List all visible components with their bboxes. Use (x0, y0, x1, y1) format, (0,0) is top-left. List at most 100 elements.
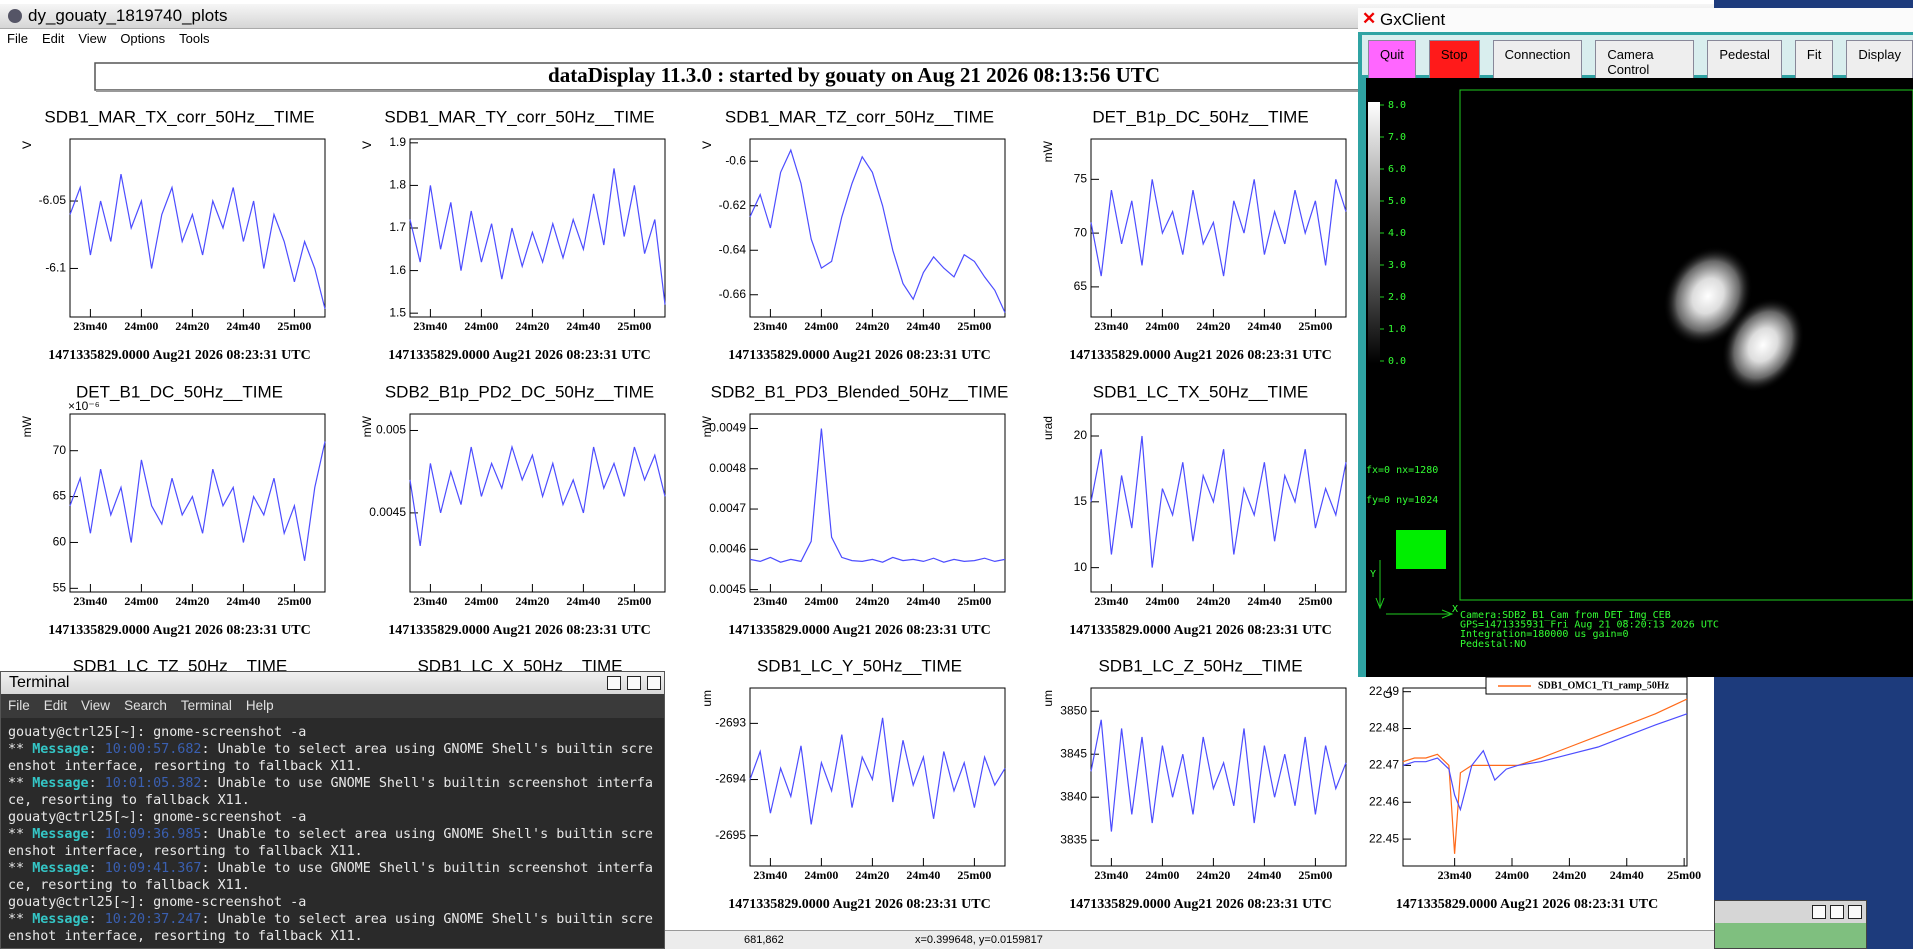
plot-timestamp: 1471335829.0000 Aug21 2026 08:23:31 UTC (728, 897, 991, 912)
terminal-text: Message (32, 742, 89, 757)
x-tick-label: 24m00 (1495, 868, 1529, 882)
y-axis-label: C (1381, 690, 1395, 699)
x-tick-label: 25m00 (1298, 594, 1332, 608)
terminal-line: enshot interface, resorting to fallback … (8, 759, 363, 774)
menu-item[interactable]: Options (120, 31, 166, 46)
x-tick-label: 24m20 (855, 594, 889, 608)
minimize-button[interactable] (607, 676, 621, 690)
y-axis-label: urad (1041, 416, 1055, 440)
terminal-text: ** (8, 912, 33, 927)
menu-item[interactable]: View (81, 698, 111, 713)
plot-title: SDB1_MAR_TZ_corr_50Hz__TIME (725, 107, 994, 126)
x-tick-label: 23m40 (1094, 319, 1128, 333)
plot-frame (69, 138, 326, 318)
data-line (749, 717, 1006, 825)
x-tick-label: 23m40 (73, 594, 107, 608)
plot-timestamp: 1471335829.0000 Aug21 2026 08:23:31 UTC (48, 623, 311, 638)
menu-item[interactable]: Edit (41, 31, 65, 46)
status-bar: 681,862 x=0.399648, y=0.0159817 (665, 930, 1714, 949)
menu-item[interactable]: Tools (179, 31, 210, 46)
data-line (1090, 719, 1347, 832)
y-tick-label: -6.1 (45, 261, 66, 275)
y-tick-label: 1.6 (389, 263, 406, 277)
plot: SDB2_B1p_PD2_DC_50Hz__TIME mW 0.0045 0.005 2… (360, 382, 666, 638)
camera-info: Integration=180000 us gain=0 (1460, 629, 1629, 640)
y-tick-label: 0.0045 (709, 582, 746, 596)
x-tick-label: 23m40 (1094, 868, 1128, 882)
y-tick-label: 0.0047 (709, 501, 746, 515)
menu-item[interactable]: File (8, 698, 30, 713)
terminal-text: : (88, 912, 105, 927)
y-tick-label: 65 (53, 489, 67, 503)
y-tick-label: 65 (1074, 279, 1088, 293)
colorbar-label: 4.0 (1388, 228, 1406, 239)
plot-title: SDB1_MAR_TX_corr_50Hz__TIME (44, 107, 314, 126)
y-tick-label: 70 (1074, 225, 1088, 239)
menu-item[interactable]: Search (124, 698, 167, 713)
menu-item[interactable]: File (7, 31, 28, 46)
menu-item[interactable]: Edit (43, 698, 68, 713)
y-tick-label: -6.05 (39, 193, 67, 207)
menu-bar: File Edit View Options Tools (0, 29, 216, 49)
colorbar (1368, 102, 1380, 364)
y-tick-label: -2695 (715, 828, 746, 842)
terminal-text: 10:20:37.247 (104, 912, 202, 927)
maximize-button[interactable] (1830, 905, 1844, 919)
gxclient-window: GxClient ✕ Quit Stop Connection Camera Cont… (1358, 8, 1913, 677)
y-tick-label: 3845 (1060, 746, 1087, 760)
y-tick-label: 22.46 (1369, 794, 1399, 808)
plot-title: SDB1_LC_Z_50Hz__TIME (1098, 656, 1302, 675)
x-tick-label: 24m20 (1552, 868, 1586, 882)
menu-item[interactable]: Help (245, 698, 274, 713)
data-line (1090, 435, 1347, 568)
x-tick-label: 23m40 (413, 319, 447, 333)
y-tick-label: 1.5 (389, 305, 406, 319)
plot-timestamp: 1471335829.0000 Aug21 2026 08:23:31 UTC (1396, 897, 1659, 912)
x-tick-label: 24m40 (906, 868, 940, 882)
plot-title: SDB1_LC_TZ_50Hz__TIME (73, 656, 287, 675)
close-button[interactable] (647, 676, 661, 690)
window-title: Terminal (1, 672, 664, 694)
x-axis-label: X (1452, 604, 1458, 615)
x-tick-label: 24m20 (175, 319, 209, 333)
close-button[interactable] (1848, 905, 1862, 919)
toolbar-button[interactable]: Pedestal (1707, 40, 1782, 84)
plot-frame (409, 138, 666, 318)
data-line (749, 148, 1006, 313)
plot-timestamp: 1471335829.0000 Aug21 2026 08:23:31 UTC (388, 348, 651, 363)
y-tick-label: 22.45 (1369, 831, 1399, 845)
terminal-text: ** (8, 861, 33, 876)
fy-label: fy=0 ny=1024 (1366, 495, 1438, 506)
menu-item[interactable]: Terminal (180, 698, 232, 713)
y-tick-label: 3840 (1060, 789, 1087, 803)
maximize-button[interactable] (627, 676, 641, 690)
y-axis-label: V (360, 141, 374, 149)
x-tick-label: 24m00 (124, 319, 158, 333)
menu-item[interactable]: View (78, 31, 107, 46)
x-tick-label: 24m20 (1196, 594, 1230, 608)
toolbar-button[interactable]: Stop (1428, 40, 1480, 84)
x-tick-label: 23m40 (753, 868, 787, 882)
x-tick-label: 24m40 (1247, 868, 1281, 882)
y-axis-label: mW (20, 415, 34, 437)
y-tick-label: 10 (1074, 560, 1088, 574)
plot: SDB1_MAR_TY_corr_50Hz__TIME V 1.5 1.6 1.7 1.8… (360, 107, 666, 363)
plot-title: SDB2_B1p_PD2_DC_50Hz__TIME (385, 382, 654, 401)
window-title: GxClient (1358, 8, 1913, 32)
toolbar-button[interactable]: Quit (1368, 40, 1416, 84)
y-tick-label: 22.49 (1369, 684, 1399, 698)
plot-title: DET_B1p_DC_50Hz__TIME (1092, 107, 1308, 126)
plot-frame (1402, 687, 1688, 867)
data-line (749, 428, 1006, 563)
toolbar-button[interactable]: Display (1846, 40, 1913, 84)
plot-timestamp: 1471335829.0000 Aug21 2026 08:23:31 UTC (1069, 348, 1332, 363)
x-tick-label: 24m40 (1247, 319, 1281, 333)
minimize-button[interactable] (1812, 905, 1826, 919)
toolbar-button[interactable]: Fit (1794, 40, 1834, 84)
toolbar-button[interactable]: Camera Control (1595, 40, 1695, 84)
plot-frame (749, 413, 1006, 593)
colorbar-label: 1.0 (1388, 324, 1406, 335)
plot-frame (69, 413, 326, 593)
